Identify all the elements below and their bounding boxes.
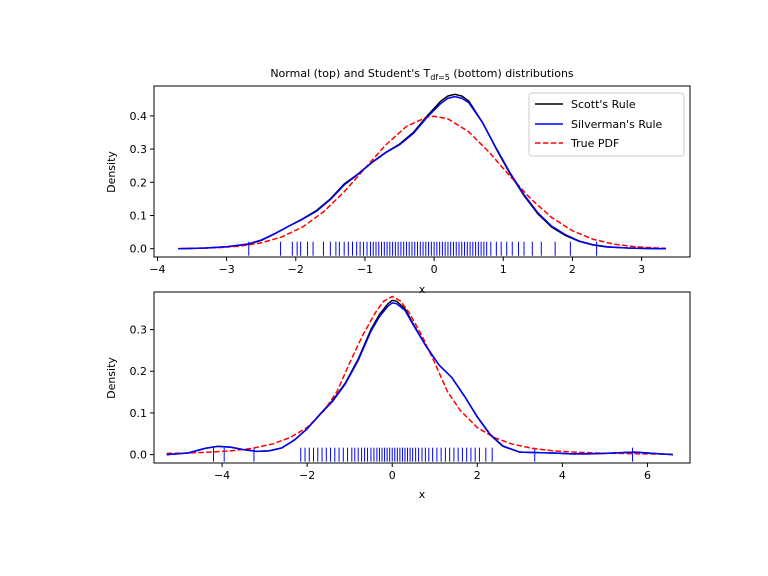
bottom-axes-frame: [153, 291, 691, 464]
top-series-true-pdf: [178, 115, 666, 250]
top-x-tick-label: −4: [149, 263, 165, 276]
top-plot-area: [178, 93, 666, 256]
top-x-tick-label: 1: [500, 263, 507, 276]
top-x-tick-label: −1: [357, 263, 373, 276]
bottom-y-tick-label: 0.2: [130, 365, 148, 378]
figure-title-subscript: df=5: [430, 73, 450, 82]
bottom-panel: −4 −2 0 2 4 6 0.0 0.1 0.2 0.3 x Density: [105, 291, 691, 501]
top-panel: −4 −3 −2 −1 0 1 2 3 0.0 0.1 0.2 0.3 0.4 x Density S…: [105, 85, 691, 296]
legend-label-scott: Scott's Rule: [571, 98, 636, 111]
top-y-tick-label: 0.3: [130, 143, 148, 156]
bottom-series-silverman-s-rule: [166, 302, 674, 456]
top-x-ticks: −4 −3 −2 −1 0 1 2 3: [149, 257, 645, 276]
top-y-tick-label: 0.4: [130, 110, 148, 123]
legend-frame: [528, 92, 685, 157]
bottom-x-tick-label: 6: [644, 469, 651, 482]
top-x-tick-label: −2: [288, 263, 304, 276]
top-y-tick-label: 0.2: [130, 176, 148, 189]
top-y-ticks: 0.0 0.1 0.2 0.3 0.4: [130, 110, 154, 256]
bottom-x-tick-label: −2: [299, 469, 315, 482]
top-x-axis-label: x: [419, 283, 426, 296]
bottom-series-true-pdf: [166, 295, 673, 455]
top-y-axis-label: Density: [105, 151, 118, 193]
top-x-tick-label: 2: [569, 263, 576, 276]
bottom-x-tick-label: 4: [559, 469, 566, 482]
bottom-y-tick-label: 0.1: [130, 407, 148, 420]
bottom-y-tick-label: 0.3: [130, 324, 148, 337]
top-axes-frame: [153, 85, 691, 258]
bottom-y-tick-label: 0.0: [130, 449, 148, 462]
bottom-x-ticks: −4 −2 0 2 4 6: [214, 463, 651, 482]
top-series-silverman-s-rule: [178, 95, 666, 250]
bottom-x-tick-label: −4: [214, 469, 230, 482]
bottom-x-tick-label: 0: [389, 469, 396, 482]
top-x-tick-label: 3: [638, 263, 645, 276]
legend: Scott's Rule Silverman's Rule True PDF: [528, 92, 685, 157]
top-y-tick-label: 0.0: [130, 243, 148, 256]
bottom-plot-area: [166, 295, 674, 462]
top-x-tick-label: 0: [431, 263, 438, 276]
top-y-tick-label: 0.1: [130, 209, 148, 222]
bottom-y-axis-label: Density: [105, 357, 118, 399]
bottom-x-tick-label: 2: [474, 469, 481, 482]
bottom-x-axis-label: x: [419, 488, 426, 501]
top-x-tick-label: −3: [219, 263, 235, 276]
bottom-y-ticks: 0.0 0.1 0.2 0.3: [130, 324, 154, 462]
legend-label-true-pdf: True PDF: [570, 137, 619, 150]
figure-title: Normal (top) and Student's Tdf=5 (bottom…: [270, 67, 574, 82]
legend-label-silverman: Silverman's Rule: [571, 118, 663, 131]
